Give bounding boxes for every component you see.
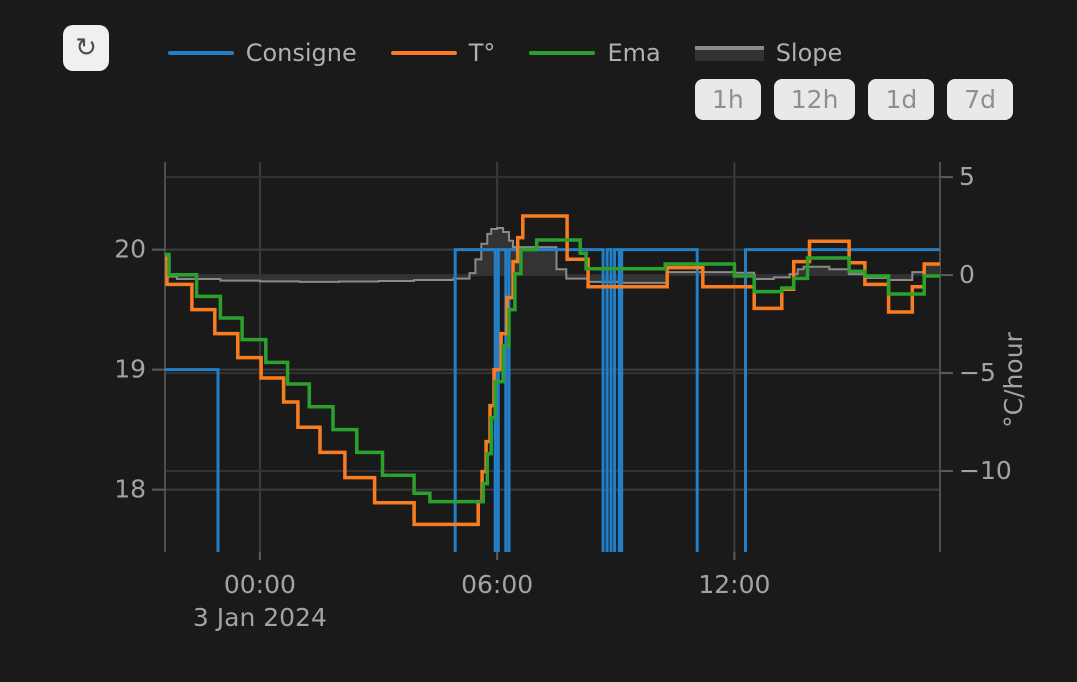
legend-item-temperature[interactable]: T° <box>390 39 496 67</box>
chart-legend: Consigne T° Ema Slope <box>150 36 860 70</box>
legend-label: Ema <box>607 39 661 67</box>
y-left-tick-label: 19 <box>114 355 146 384</box>
refresh-button[interactable]: ↻ <box>63 25 109 71</box>
range-selector: 1h 12h 1d 7d <box>695 79 1013 120</box>
y-left-tick-label: 20 <box>114 235 146 264</box>
legend-label: Consigne <box>245 39 357 67</box>
ema-line-swatch <box>529 51 596 55</box>
x-tick-label: 06:00 <box>461 570 533 599</box>
temperature-line-swatch <box>390 51 457 55</box>
legend-item-ema[interactable]: Ema <box>529 39 661 67</box>
range-button-1d[interactable]: 1d <box>868 79 935 120</box>
y-right-tick-label: 0 <box>959 260 975 289</box>
ema-line <box>165 238 940 504</box>
range-button-7d[interactable]: 7d <box>947 79 1013 120</box>
plot-drag-area[interactable] <box>165 162 940 552</box>
x-tick-label: 12:00 <box>698 570 770 599</box>
legend-label: Slope <box>775 39 843 67</box>
y-right-tick-label: −10 <box>959 456 1012 485</box>
slope-line <box>165 227 940 284</box>
temperature-line <box>165 214 940 527</box>
y-right-tick-label: 5 <box>959 162 975 191</box>
legend-item-slope[interactable]: Slope <box>694 39 843 67</box>
range-button-12h[interactable]: 12h <box>773 79 856 120</box>
legend-item-consigne[interactable]: Consigne <box>167 39 357 67</box>
consigne-line-swatch <box>167 51 234 55</box>
consigne-line <box>165 248 940 552</box>
y-right-tick-label: −5 <box>959 358 996 387</box>
slope-area-swatch <box>694 45 764 61</box>
range-button-1h[interactable]: 1h <box>695 79 761 120</box>
legend-label: T° <box>468 39 496 67</box>
x-axis-date-label: 3 Jan 2024 <box>193 603 327 632</box>
slope-area-fill <box>165 228 940 283</box>
y-left-tick-label: 18 <box>114 475 146 504</box>
y-right-axis-title: °C/hour <box>999 331 1028 427</box>
series-group <box>165 214 940 552</box>
refresh-icon: ↻ <box>75 33 97 63</box>
x-tick-label: 00:00 <box>224 570 296 599</box>
